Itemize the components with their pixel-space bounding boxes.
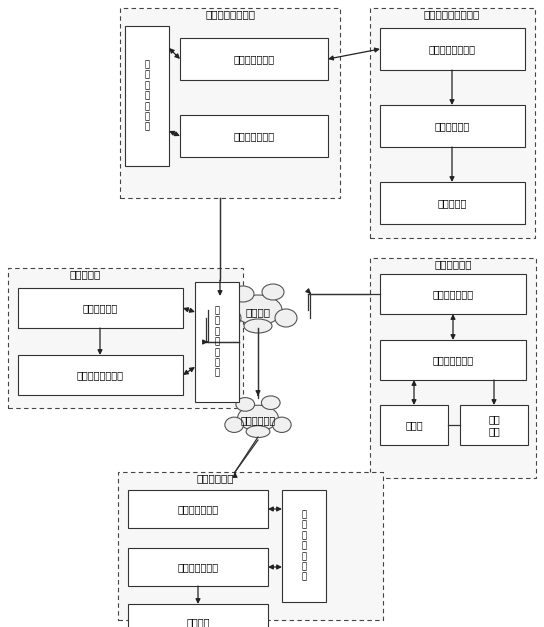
Text: 数据服务器: 数据服务器: [70, 269, 101, 279]
FancyBboxPatch shape: [195, 282, 239, 402]
FancyBboxPatch shape: [380, 105, 525, 147]
Ellipse shape: [232, 286, 254, 302]
FancyBboxPatch shape: [120, 8, 340, 198]
Text: 手持端通话模块: 手持端通话模块: [233, 131, 275, 141]
Text: 显示模块: 显示模块: [186, 617, 210, 627]
Text: 互联网络: 互联网络: [245, 307, 270, 317]
Text: 数据存储管理模块: 数据存储管理模块: [77, 370, 123, 380]
FancyBboxPatch shape: [380, 182, 525, 224]
Text: 视频监控控制器: 视频监控控制器: [432, 355, 474, 365]
Text: 视频端通信模块: 视频端通信模块: [432, 289, 474, 299]
Text: 摄像头: 摄像头: [405, 420, 423, 430]
Text: 移
动
端
通
信
模
块: 移 动 端 通 信 模 块: [301, 510, 307, 582]
Ellipse shape: [238, 405, 279, 431]
Text: 视频监控机构: 视频监控机构: [434, 259, 472, 269]
FancyBboxPatch shape: [128, 604, 268, 627]
FancyBboxPatch shape: [380, 28, 525, 70]
Text: 移动通信网络: 移动通信网络: [240, 415, 276, 425]
Text: 电控
云台: 电控 云台: [488, 414, 500, 436]
Ellipse shape: [273, 417, 291, 433]
FancyBboxPatch shape: [18, 355, 183, 395]
FancyBboxPatch shape: [180, 38, 328, 80]
Text: 工业机械手: 工业机械手: [437, 198, 467, 208]
FancyBboxPatch shape: [380, 405, 448, 445]
Ellipse shape: [246, 426, 270, 438]
Text: 移动端通话模块: 移动端通话模块: [177, 504, 219, 514]
FancyBboxPatch shape: [118, 472, 383, 620]
Ellipse shape: [262, 396, 280, 409]
Ellipse shape: [244, 319, 272, 333]
FancyBboxPatch shape: [380, 274, 526, 314]
FancyBboxPatch shape: [128, 548, 268, 586]
Text: 移动客户端模块: 移动客户端模块: [177, 562, 219, 572]
Text: 动作指示处理模块: 动作指示处理模块: [429, 44, 475, 54]
Ellipse shape: [219, 309, 241, 327]
Ellipse shape: [262, 284, 284, 300]
Text: 数
据
端
通
信
模
块: 数 据 端 通 信 模 块: [214, 307, 220, 377]
Text: 智能手持控制器: 智能手持控制器: [233, 54, 275, 64]
Text: 智能手持控制终端: 智能手持控制终端: [205, 9, 255, 19]
FancyBboxPatch shape: [180, 115, 328, 157]
Text: 远程移动终端: 远程移动终端: [196, 473, 234, 483]
FancyBboxPatch shape: [18, 288, 183, 328]
FancyBboxPatch shape: [8, 268, 243, 408]
Ellipse shape: [236, 398, 255, 411]
FancyBboxPatch shape: [460, 405, 528, 445]
FancyBboxPatch shape: [370, 8, 535, 238]
FancyBboxPatch shape: [125, 26, 169, 166]
FancyBboxPatch shape: [282, 490, 326, 602]
FancyBboxPatch shape: [370, 258, 536, 478]
Text: 服务处理模块: 服务处理模块: [82, 303, 118, 313]
Ellipse shape: [225, 417, 244, 433]
Ellipse shape: [234, 295, 282, 325]
Ellipse shape: [275, 309, 297, 327]
Text: 手
持
端
通
信
模
块: 手 持 端 通 信 模 块: [145, 60, 150, 132]
Text: 控制驱动模块: 控制驱动模块: [434, 121, 469, 131]
FancyBboxPatch shape: [128, 490, 268, 528]
Text: 工业机械手执行机构: 工业机械手执行机构: [424, 9, 480, 19]
FancyBboxPatch shape: [380, 340, 526, 380]
